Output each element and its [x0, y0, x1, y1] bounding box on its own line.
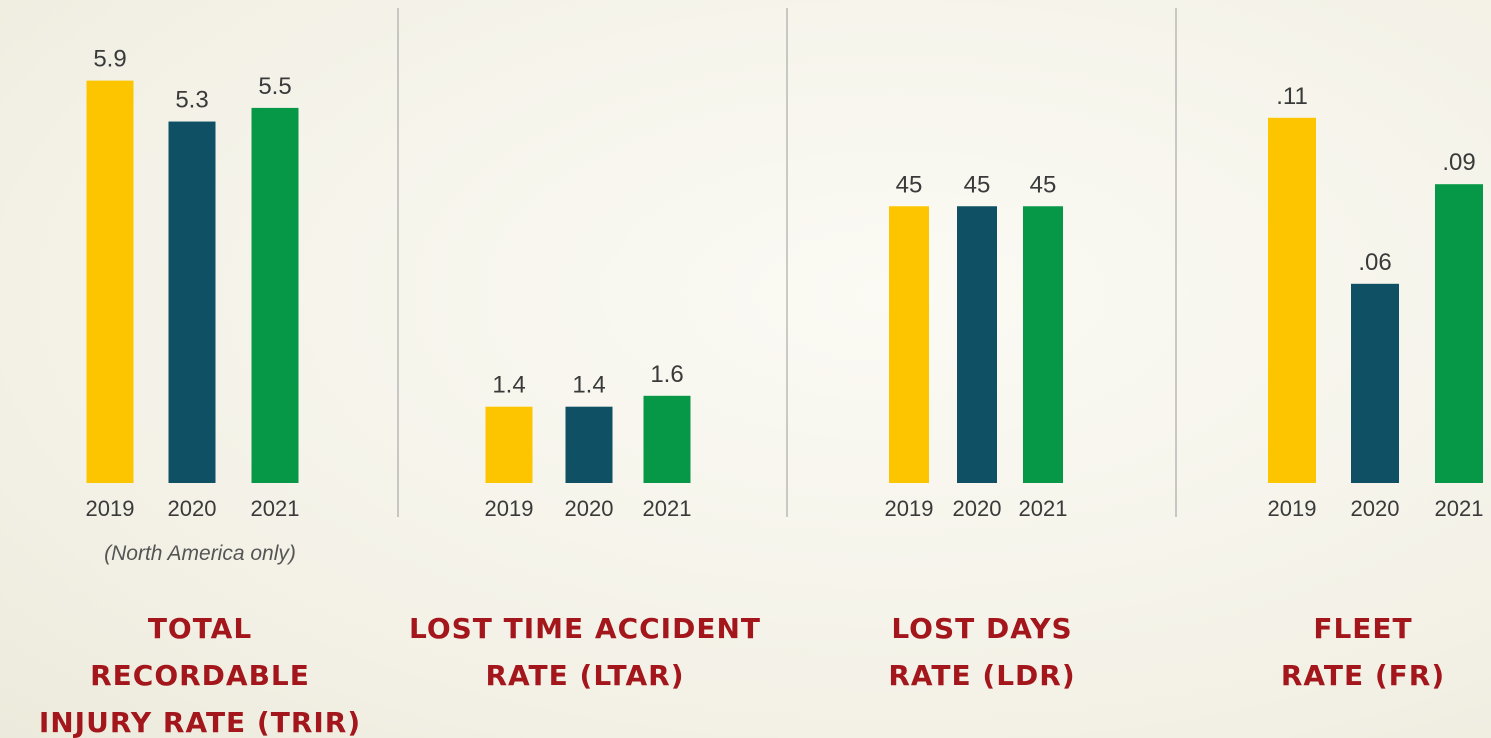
bar: [1351, 283, 1399, 483]
bar: [957, 206, 997, 483]
chart-title: RATE (FR): [1281, 659, 1445, 692]
value-label: 45: [896, 171, 923, 198]
value-label: 5.9: [93, 46, 126, 73]
chart-title: INJURY RATE (TRIR): [39, 706, 361, 738]
chart-title: TOTAL: [148, 612, 252, 645]
x-tick-label: 2021: [251, 496, 300, 521]
bar: [1268, 117, 1316, 484]
chart-title: RATE (LDR): [888, 659, 1075, 692]
value-label: 5.3: [175, 87, 208, 114]
bar: [889, 206, 929, 483]
value-label: 45: [964, 171, 991, 198]
x-tick-label: 2019: [485, 496, 534, 521]
value-label: 1.6: [650, 361, 683, 388]
value-label: 45: [1030, 171, 1057, 198]
value-label: .09: [1442, 149, 1475, 176]
chart-title: RATE (LTAR): [486, 659, 685, 692]
x-tick-label: 2021: [1435, 496, 1484, 521]
bar: [168, 121, 216, 483]
bar: [86, 80, 134, 484]
chart-title: LOST TIME ACCIDENT: [409, 612, 761, 645]
chart-title: LOST DAYS: [891, 612, 1072, 645]
x-tick-label: 2019: [885, 496, 934, 521]
bar: [251, 107, 299, 484]
x-tick-label: 2020: [953, 496, 1002, 521]
x-tick-label: 2019: [86, 496, 135, 521]
x-tick-label: 2020: [565, 496, 614, 521]
value-label: 5.5: [258, 73, 291, 100]
bar: [1023, 206, 1063, 483]
chart-title: FLEET: [1313, 612, 1412, 645]
value-label: .06: [1358, 249, 1391, 276]
bar: [565, 406, 613, 483]
note: (North America only): [104, 542, 296, 565]
x-tick-label: 2020: [1351, 496, 1400, 521]
bar: [485, 406, 533, 483]
x-tick-label: 2021: [1019, 496, 1068, 521]
value-label: 1.4: [572, 372, 605, 399]
x-tick-label: 2019: [1268, 496, 1317, 521]
chart-title: RECORDABLE: [90, 659, 310, 692]
x-tick-label: 2021: [643, 496, 692, 521]
bar: [643, 395, 691, 483]
x-tick-label: 2020: [168, 496, 217, 521]
value-label: .11: [1276, 83, 1308, 110]
bar: [1435, 184, 1483, 483]
value-label: 1.4: [492, 372, 525, 399]
